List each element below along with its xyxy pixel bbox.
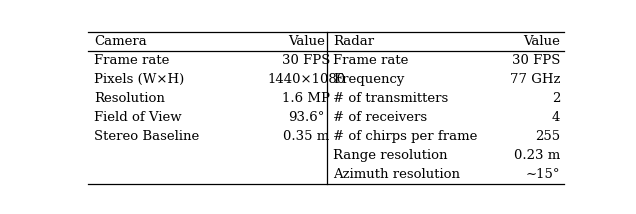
Text: ∼15°: ∼15° bbox=[525, 168, 560, 181]
Text: 2: 2 bbox=[551, 92, 560, 105]
Text: Field of View: Field of View bbox=[94, 111, 182, 124]
Text: 4: 4 bbox=[551, 111, 560, 124]
Text: Frame rate: Frame rate bbox=[333, 54, 409, 67]
Text: Pixels (W×H): Pixels (W×H) bbox=[94, 73, 184, 86]
Text: Value: Value bbox=[288, 35, 324, 48]
Text: 255: 255 bbox=[535, 130, 560, 143]
Text: 30 FPS: 30 FPS bbox=[512, 54, 560, 67]
Text: Frequency: Frequency bbox=[333, 73, 404, 86]
Text: # of transmitters: # of transmitters bbox=[333, 92, 448, 105]
Text: 0.23 m: 0.23 m bbox=[514, 149, 560, 162]
Text: # of chirps per frame: # of chirps per frame bbox=[333, 130, 478, 143]
Text: Azimuth resolution: Azimuth resolution bbox=[333, 168, 460, 181]
Text: 30 FPS: 30 FPS bbox=[282, 54, 331, 67]
Text: # of receivers: # of receivers bbox=[333, 111, 427, 124]
Text: Stereo Baseline: Stereo Baseline bbox=[94, 130, 200, 143]
Text: Radar: Radar bbox=[333, 35, 375, 48]
Text: 1440×1080: 1440×1080 bbox=[267, 73, 345, 86]
Text: Resolution: Resolution bbox=[94, 92, 165, 105]
Text: 77 GHz: 77 GHz bbox=[509, 73, 560, 86]
Text: 1.6 MP: 1.6 MP bbox=[282, 92, 330, 105]
Text: Range resolution: Range resolution bbox=[333, 149, 448, 162]
Text: Frame rate: Frame rate bbox=[94, 54, 170, 67]
Text: 0.35 m: 0.35 m bbox=[283, 130, 329, 143]
Text: Value: Value bbox=[523, 35, 560, 48]
Text: Camera: Camera bbox=[94, 35, 147, 48]
Text: 93.6°: 93.6° bbox=[288, 111, 324, 124]
